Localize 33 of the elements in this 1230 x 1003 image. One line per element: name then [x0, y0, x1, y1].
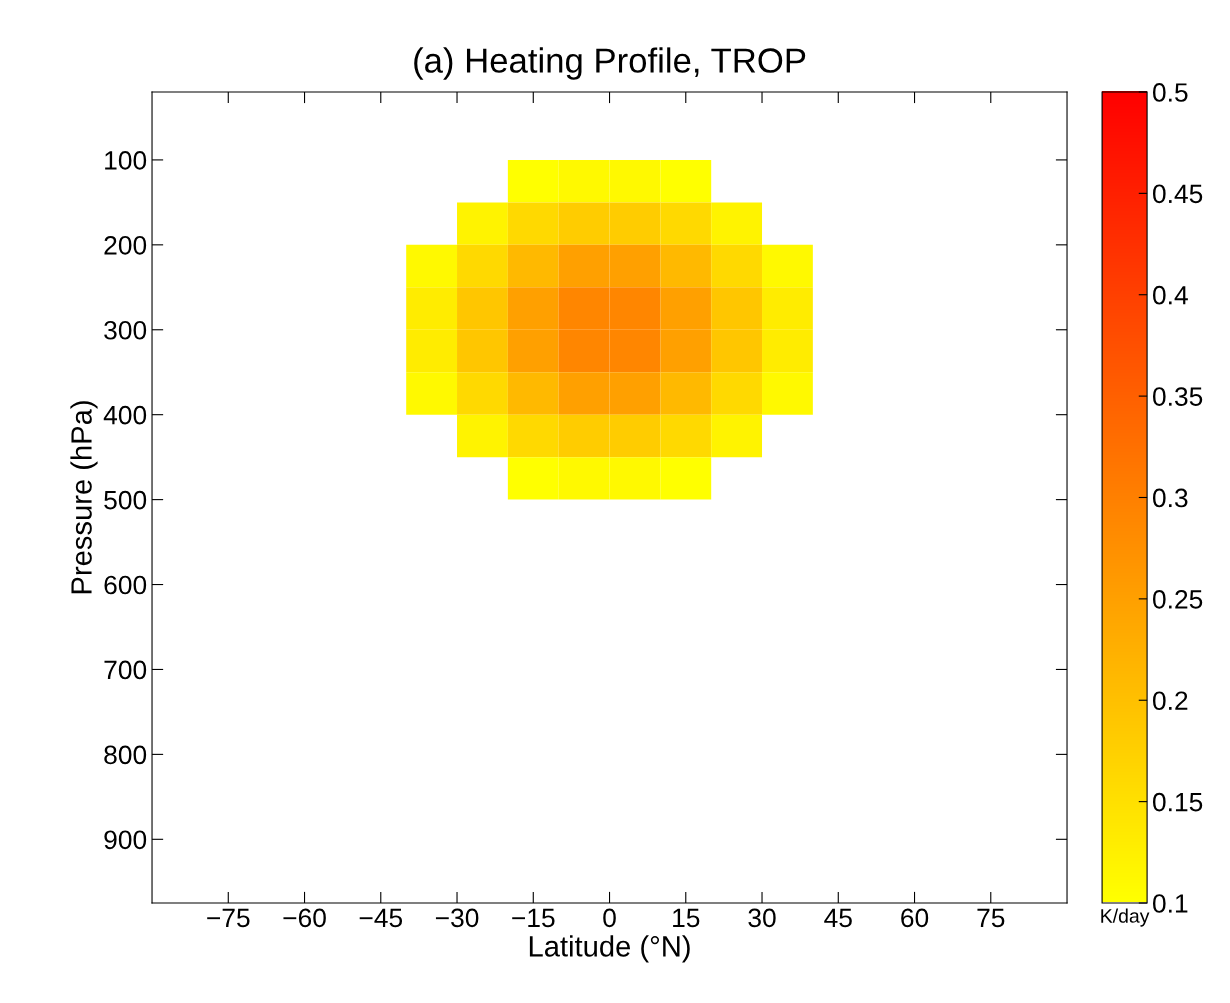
color-bar-label: 0.15: [1152, 792, 1203, 812]
color-bar-label: 0.4: [1152, 285, 1188, 305]
y-tick-label: 100: [105, 151, 147, 170]
y-tick-label: 400: [103, 405, 147, 425]
x-tick-label: −15: [512, 908, 555, 928]
y-tick-label: 900: [104, 830, 147, 850]
color-bar-title: K/day: [1101, 908, 1150, 927]
y-tick-label: 800: [104, 745, 147, 765]
x-axis-title: Latitude (°N): [529, 935, 690, 963]
y-tick-label: 600: [104, 575, 147, 595]
color-bar-label: 0.2: [1152, 691, 1188, 711]
y-tick-label: 700: [104, 660, 147, 680]
x-tick-label: 60: [901, 908, 929, 928]
color-bar-label: 0.45: [1152, 184, 1203, 204]
color-bar-label: 0.25: [1152, 590, 1203, 609]
y-tick-label: 300: [104, 320, 147, 340]
x-tick-label: 0: [603, 908, 616, 928]
x-tick-label: 15: [673, 908, 700, 928]
y-tick-label: 200: [104, 235, 147, 255]
x-tick-label: 75: [977, 908, 1005, 928]
color-bar-label: 0.5: [1152, 83, 1188, 102]
x-tick-label: −45: [359, 908, 403, 928]
y-tick-label: 500: [104, 490, 147, 510]
chart-title: (a) Heating Profile, TROP: [414, 47, 806, 80]
x-tick-label: 45: [824, 908, 852, 928]
y-axis-title: Pressure (hPa): [70, 401, 98, 594]
x-tick-label: 30: [748, 908, 776, 928]
x-tick-label: −75: [207, 908, 250, 928]
x-tick-label: −30: [435, 908, 479, 928]
color-bar-label: 0.1: [1152, 894, 1188, 913]
color-bar-label: 0.35: [1152, 387, 1203, 406]
color-bar-label: 0.3: [1152, 488, 1188, 508]
x-tick-label: −60: [283, 908, 326, 928]
